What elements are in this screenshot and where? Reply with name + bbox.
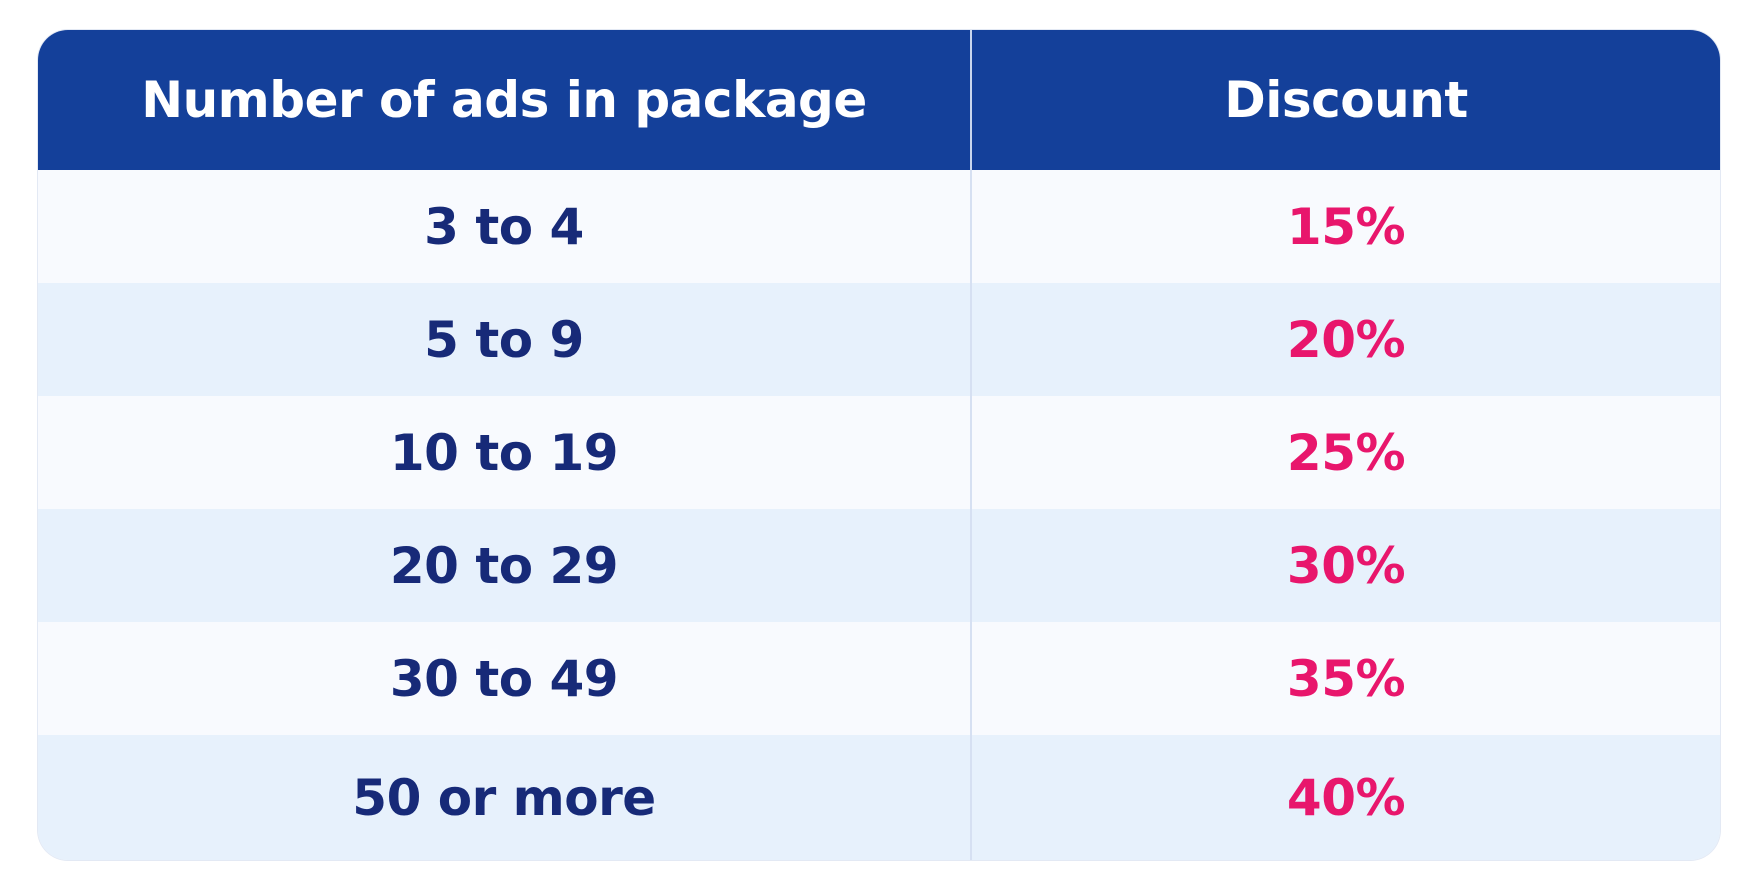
- discount-cell: 40%: [971, 735, 1720, 860]
- ads-range-cell: 30 to 49: [38, 622, 972, 735]
- ads-range-cell: 20 to 29: [38, 509, 972, 622]
- table-row: 30 to 49 35%: [38, 622, 1720, 735]
- ads-range-cell: 3 to 4: [38, 170, 972, 283]
- discount-table-card: Number of ads in package Discount 3 to 4…: [38, 30, 1720, 860]
- discount-cell: 20%: [971, 283, 1720, 396]
- table-row: 10 to 19 25%: [38, 396, 1720, 509]
- ads-range-cell: 5 to 9: [38, 283, 972, 396]
- table-header: Number of ads in package Discount: [38, 30, 1720, 170]
- table-row: 3 to 4 15%: [38, 170, 1720, 283]
- discount-cell: 25%: [971, 396, 1720, 509]
- ads-range-cell: 10 to 19: [38, 396, 972, 509]
- header-number-of-ads: Number of ads in package: [38, 30, 972, 170]
- header-row: Number of ads in package Discount: [38, 30, 1720, 170]
- discount-table: Number of ads in package Discount 3 to 4…: [38, 30, 1720, 860]
- table-body: 3 to 4 15% 5 to 9 20% 10 to 19 25% 20 to…: [38, 170, 1720, 860]
- discount-cell: 15%: [971, 170, 1720, 283]
- ads-range-cell: 50 or more: [38, 735, 972, 860]
- table-row: 20 to 29 30%: [38, 509, 1720, 622]
- header-discount: Discount: [971, 30, 1720, 170]
- table-row: 50 or more 40%: [38, 735, 1720, 860]
- discount-cell: 35%: [971, 622, 1720, 735]
- discount-cell: 30%: [971, 509, 1720, 622]
- table-row: 5 to 9 20%: [38, 283, 1720, 396]
